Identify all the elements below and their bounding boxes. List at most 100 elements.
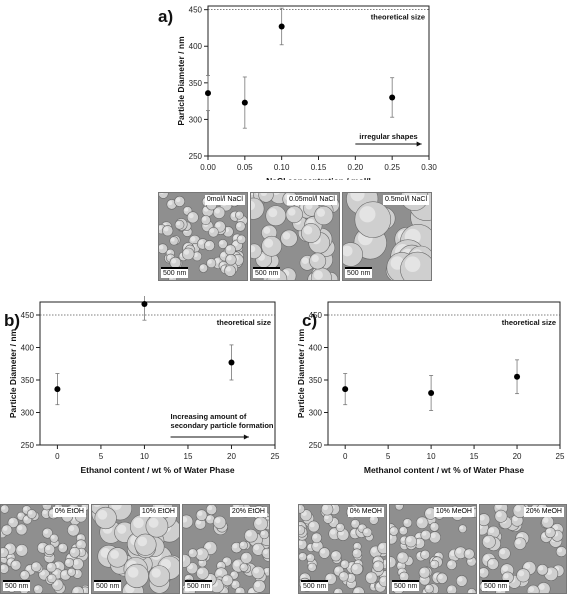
micrograph-particle-highlight — [223, 576, 229, 582]
micrograph-particle-highlight — [5, 544, 11, 550]
chart-c-ytick-label-4: 450 — [309, 311, 323, 320]
chart-c-ytick-label-1: 300 — [309, 409, 323, 418]
chart-a-xtick-label-4: 0.20 — [348, 163, 364, 172]
chart-a-point-1 — [241, 99, 248, 106]
micrograph-particle-highlight — [209, 228, 215, 233]
micrograph-a-1-label: 0mol/l NaCl — [204, 195, 245, 205]
micrograph-particle-highlight — [264, 568, 269, 573]
micrograph-c-1-scale: 500 nm — [301, 580, 329, 591]
micrograph-particle-highlight — [324, 514, 329, 520]
micrograph-particle-highlight — [248, 588, 255, 593]
micrograph-particle-highlight — [272, 193, 280, 195]
micrograph-particle — [41, 505, 52, 511]
chart-b-annotation-line-0: Increasing amount of — [171, 412, 247, 421]
chart-c-xtick-label-0: 0 — [343, 452, 348, 461]
micrograph-particle-highlight — [253, 544, 260, 551]
micrograph-particle-highlight — [401, 537, 406, 542]
micrograph-particle-highlight — [42, 509, 48, 515]
micrograph-particle-highlight — [34, 585, 39, 591]
micrograph-particle-highlight — [299, 553, 304, 558]
micrograph-particle-highlight — [366, 573, 373, 579]
micrograph-b-2-image — [92, 505, 179, 593]
chart-a-ylabel: Particle Diameter / nm — [176, 36, 186, 126]
chart-b-annotation-line-1: secondary particle formation — [171, 421, 274, 430]
micrograph-particle — [183, 553, 192, 568]
micrograph-particle-highlight — [351, 529, 356, 535]
micrograph-particle-highlight — [404, 519, 409, 524]
micrograph-particle-highlight — [183, 249, 190, 255]
micrograph-particle-highlight — [70, 548, 76, 554]
micrograph-particle-highlight — [396, 505, 400, 507]
micrograph-particle-highlight — [398, 569, 403, 574]
chart-b-ytick-label-4: 450 — [21, 311, 35, 320]
chart-a-ytick-label-2: 350 — [189, 79, 203, 88]
micrograph-particle-highlight — [343, 245, 353, 257]
chart-c-point-1 — [428, 390, 435, 396]
micrograph-particle-highlight — [359, 206, 376, 223]
micrograph-particle-highlight — [299, 505, 301, 510]
chart-a-xtick-label-5: 0.25 — [384, 163, 400, 172]
micrograph-particle-highlight — [496, 511, 502, 518]
chart-a-ytick-label-3: 400 — [189, 42, 203, 51]
micrograph-particle-highlight — [397, 562, 402, 567]
micrograph-particle-highlight — [240, 542, 245, 546]
micrograph-particle-highlight — [236, 222, 242, 228]
micrograph-a-3-label: 0.5mol/l NaCl — [382, 195, 429, 205]
micrograph-particle-highlight — [352, 564, 358, 570]
micrograph-particle-highlight — [398, 553, 404, 559]
micrograph-particle-highlight — [171, 258, 177, 264]
micrograph-b-1-image — [1, 505, 88, 593]
micrograph-particle-highlight — [163, 226, 169, 232]
chart-a-point-2 — [278, 23, 285, 30]
micrograph-particle-highlight — [77, 541, 82, 546]
micrograph-particle-highlight — [326, 574, 332, 580]
chart-c-point-0 — [342, 386, 349, 393]
chart-c-reference-label: theoretical size — [502, 318, 556, 327]
micrograph-particle-highlight — [236, 212, 241, 216]
micrograph-particle-highlight — [374, 562, 380, 568]
micrograph-particle-highlight — [316, 208, 326, 217]
micrograph-particle-highlight — [159, 244, 164, 250]
micrograph-c-2-scale: 500 nm — [392, 580, 420, 591]
micrograph-particle-highlight — [45, 545, 51, 551]
micrograph-particle-highlight — [196, 519, 202, 525]
chart-b-xlabel: Ethanol content / wt % of Water Phase — [80, 465, 234, 475]
micrograph-particle-highlight — [2, 526, 8, 531]
micrograph-particle-highlight — [354, 543, 358, 548]
micrograph-particle-highlight — [400, 527, 404, 532]
micrograph-particle-highlight — [260, 530, 266, 536]
micrograph-particle-highlight — [514, 505, 521, 512]
micrograph-particle-highlight — [48, 575, 53, 580]
chart-a-ytick-label-4: 450 — [189, 6, 203, 15]
micrograph-particle-highlight — [538, 565, 544, 571]
micrograph-particle-highlight — [231, 572, 235, 576]
micrograph-particle-highlight — [448, 586, 453, 591]
micrograph-particle-highlight — [422, 531, 427, 536]
micrograph-particle-highlight — [457, 576, 463, 582]
micrograph-particle-highlight — [307, 554, 312, 559]
micrograph-particle-highlight — [263, 226, 271, 234]
micrograph-particle-highlight — [390, 558, 392, 563]
micrograph-particle-highlight — [251, 200, 256, 211]
chart-b-xtick-label-3: 15 — [184, 452, 193, 461]
micrograph-particle-highlight — [82, 505, 86, 508]
micrograph-particle-highlight — [354, 588, 360, 593]
micrograph-particle-highlight — [167, 250, 171, 254]
micrograph-particle-highlight — [7, 554, 12, 558]
micrograph-particle-highlight — [480, 515, 485, 521]
micrograph-particle-highlight — [238, 236, 243, 240]
micrograph-particle-highlight — [363, 528, 368, 534]
micrograph-b-3: 20% EtOH 500 nm — [182, 504, 270, 594]
micrograph-c-1-label: 0% MeOH — [347, 507, 384, 517]
micrograph-particle-highlight — [264, 238, 274, 248]
chart-b-annotation-arrowhead — [243, 434, 249, 440]
micrograph-particle-highlight — [350, 193, 365, 202]
micrograph-particle-highlight — [167, 254, 172, 259]
chart-a-annotation-text: irregular shapes — [359, 132, 417, 141]
micrograph-particle-highlight — [214, 517, 221, 524]
micrograph-particle-highlight — [200, 264, 205, 269]
micrograph-particle-highlight — [484, 536, 490, 543]
chart-b-frame — [39, 301, 276, 446]
micrograph-particle-highlight — [205, 542, 212, 549]
micrograph-particle-highlight — [73, 559, 79, 565]
